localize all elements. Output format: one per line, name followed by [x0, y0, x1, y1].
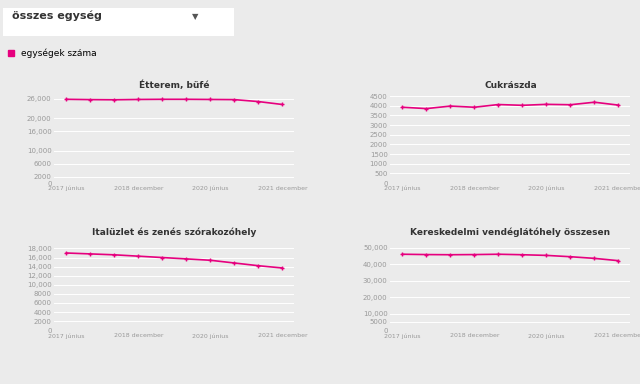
Legend: egységek száma: egységek száma — [8, 49, 97, 58]
Text: ▼: ▼ — [192, 12, 198, 21]
Text: összes egység: összes egység — [12, 10, 101, 21]
Title: Italüzlet és zenés szórakozóhely: Italüzlet és zenés szórakozóhely — [92, 228, 257, 237]
Title: Cukrászda: Cukrászda — [484, 81, 537, 90]
Title: Kereskedelmi vendéglátóhely összesen: Kereskedelmi vendéglátóhely összesen — [410, 228, 611, 237]
Title: Étterem, büfé: Étterem, büfé — [139, 81, 210, 90]
